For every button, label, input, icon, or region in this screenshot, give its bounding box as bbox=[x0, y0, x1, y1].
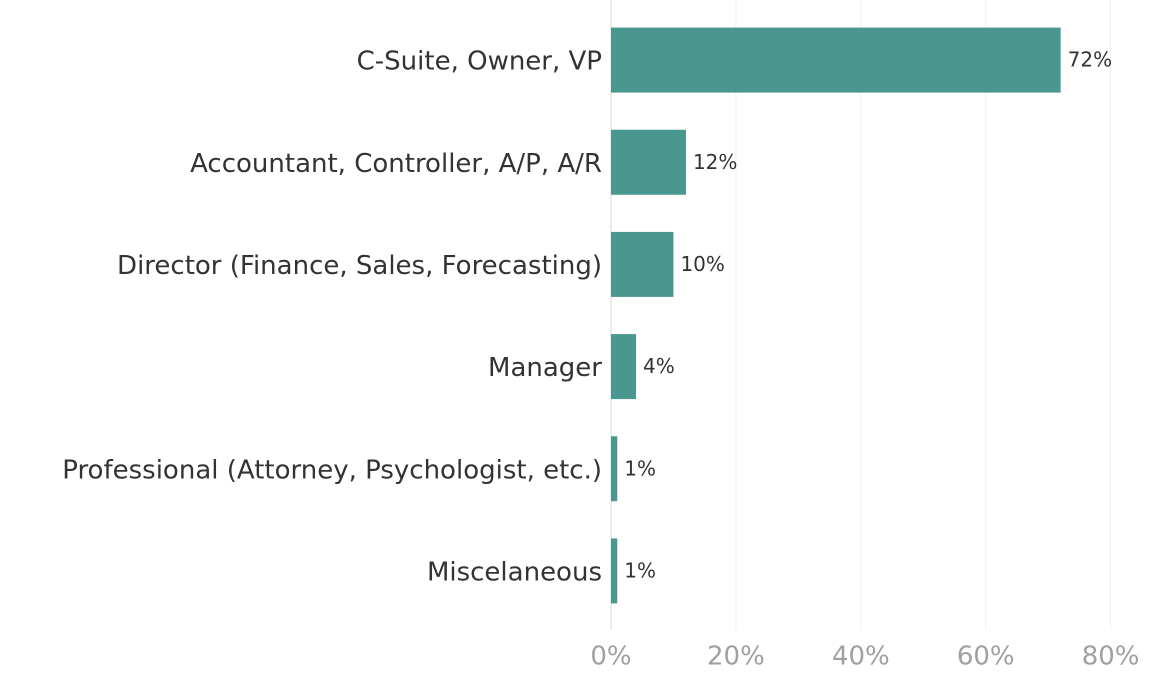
bar bbox=[611, 231, 674, 297]
x-tick-label: 60% bbox=[957, 642, 1015, 672]
bar bbox=[611, 538, 618, 604]
x-tick-label: 20% bbox=[707, 642, 765, 672]
bar bbox=[611, 129, 686, 195]
x-tick-label: 80% bbox=[1082, 642, 1140, 672]
x-tick-label: 40% bbox=[832, 642, 890, 672]
category-label: Accountant, Controller, A/P, A/R bbox=[190, 149, 602, 179]
bar bbox=[611, 334, 636, 400]
category-label: Professional (Attorney, Psychologist, et… bbox=[62, 455, 602, 485]
value-label: 4% bbox=[643, 354, 675, 378]
x-tick-label: 0% bbox=[590, 642, 631, 672]
category-label: Miscelaneous bbox=[427, 557, 602, 587]
value-label: 10% bbox=[680, 252, 724, 276]
value-label: 12% bbox=[693, 150, 737, 174]
value-label: 1% bbox=[624, 558, 656, 582]
value-label: 1% bbox=[624, 456, 656, 480]
bar bbox=[611, 436, 618, 502]
value-label: 72% bbox=[1068, 48, 1112, 72]
bar bbox=[611, 27, 1061, 93]
category-label: Manager bbox=[488, 353, 602, 383]
category-label: Director (Finance, Sales, Forecasting) bbox=[117, 251, 602, 281]
category-label: C-Suite, Owner, VP bbox=[357, 47, 602, 77]
